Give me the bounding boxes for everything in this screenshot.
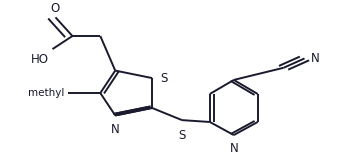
Text: N: N — [310, 52, 319, 65]
Text: N: N — [111, 123, 120, 136]
Text: methyl: methyl — [28, 88, 64, 98]
Text: N: N — [229, 142, 238, 155]
Text: S: S — [160, 72, 167, 85]
Text: O: O — [51, 1, 60, 14]
Text: HO: HO — [31, 53, 48, 66]
Text: S: S — [178, 129, 186, 142]
